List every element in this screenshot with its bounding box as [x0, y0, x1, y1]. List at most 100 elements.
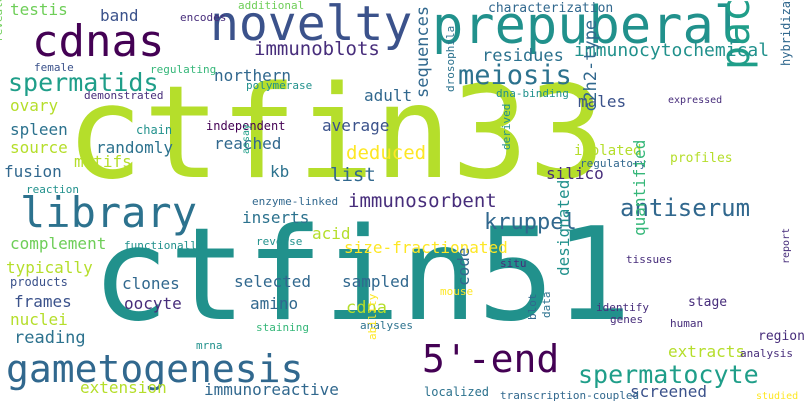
word: selected — [234, 272, 312, 291]
word: gametogenesis — [6, 347, 304, 391]
word: data — [540, 291, 553, 319]
word: immunoblots — [254, 38, 380, 60]
word: dna-binding — [496, 87, 569, 100]
word: isolated — [574, 143, 642, 159]
word: northern — [214, 66, 292, 85]
word: reaction — [26, 183, 79, 196]
word: mrna — [196, 339, 223, 352]
word: band — [100, 6, 139, 25]
word: spleen — [10, 120, 68, 139]
word: sequences — [413, 5, 433, 98]
word: derived — [500, 103, 513, 150]
word: profiles — [670, 151, 733, 166]
word: average — [322, 116, 390, 135]
word: cdnas — [32, 16, 165, 67]
word: polymerase — [246, 79, 313, 92]
word: males — [578, 92, 627, 111]
word: situ — [500, 257, 527, 270]
word: fusion — [4, 162, 62, 181]
word: kruppel — [484, 210, 577, 235]
word: ovary — [10, 96, 59, 115]
word: chain — [136, 123, 173, 137]
word: source — [10, 138, 68, 157]
word: genes — [610, 313, 644, 326]
word: female — [34, 61, 74, 74]
word: region — [758, 329, 805, 344]
word: 5'-end — [422, 337, 560, 381]
word: regulatory — [580, 157, 647, 170]
word: staining — [256, 321, 309, 334]
word: regulating — [150, 63, 217, 76]
word: functionally — [124, 239, 204, 252]
word: acid — [312, 224, 351, 243]
word: silico — [546, 164, 604, 183]
word: immunocytochemical — [574, 40, 770, 61]
word: extension — [80, 378, 167, 397]
word: frames — [14, 292, 72, 311]
word: demonstrated — [84, 89, 164, 102]
word: reached — [214, 134, 282, 153]
word: human — [670, 317, 704, 330]
word: assay — [241, 123, 252, 154]
word: oocyte — [124, 294, 182, 313]
word: sampled — [342, 272, 410, 291]
word: encodes — [180, 11, 227, 24]
word: analysis — [740, 347, 793, 360]
word: typically — [6, 258, 93, 277]
word: identify — [596, 301, 649, 314]
word: size-fractionated — [344, 238, 508, 257]
word: nuclei — [10, 310, 68, 329]
word: studied — [756, 391, 799, 402]
word: reverse — [256, 235, 303, 248]
word: spermatocyte — [578, 360, 759, 389]
word: report — [781, 227, 792, 264]
word: additional — [238, 0, 305, 12]
word: quantified — [630, 139, 649, 236]
word: kb — [270, 162, 290, 181]
word: novelty — [210, 0, 413, 52]
word: stage — [688, 295, 728, 310]
word: meiosis — [458, 60, 572, 91]
word: adult — [364, 86, 413, 105]
word: mouse — [440, 285, 474, 298]
word: antiserum — [620, 194, 751, 222]
word: immunoreactive — [204, 380, 339, 399]
word: residues — [482, 46, 564, 66]
word: testis — [10, 0, 68, 19]
word: analyses — [360, 319, 413, 332]
word: c2h2-type — [581, 19, 601, 112]
word: complement — [10, 234, 107, 253]
word: ctfin33 — [66, 59, 606, 208]
word: amino — [250, 294, 299, 313]
word: screened — [630, 382, 708, 401]
word: designated — [554, 179, 573, 276]
word: hybridization — [779, 0, 793, 66]
word: code — [454, 247, 473, 286]
word: deduced — [346, 142, 427, 164]
word: blot — [526, 293, 539, 321]
word: spermatids — [8, 68, 159, 97]
word: cdna — [346, 298, 387, 318]
word: independent — [206, 119, 286, 133]
word: prepuberal — [432, 0, 746, 56]
word: localized — [424, 385, 490, 399]
word: library — [20, 188, 198, 237]
word: clones — [122, 274, 180, 293]
word: drosophila — [444, 25, 457, 92]
word: expressed — [668, 95, 723, 106]
word: extracts — [668, 342, 746, 361]
word: characterization — [488, 1, 614, 16]
word: immunosorbent — [348, 190, 497, 212]
word: inserts — [242, 208, 310, 227]
word: reading — [14, 328, 86, 348]
word: motifs — [74, 152, 132, 171]
word: ctfin51 — [92, 201, 632, 350]
word: revealed — [0, 0, 5, 42]
word: tissues — [626, 253, 673, 266]
word: list — [330, 164, 376, 186]
word: products — [10, 275, 68, 289]
word: enzyme-linked — [252, 195, 339, 208]
word: randomly — [96, 138, 174, 157]
word: transcription-coupled — [500, 389, 640, 402]
